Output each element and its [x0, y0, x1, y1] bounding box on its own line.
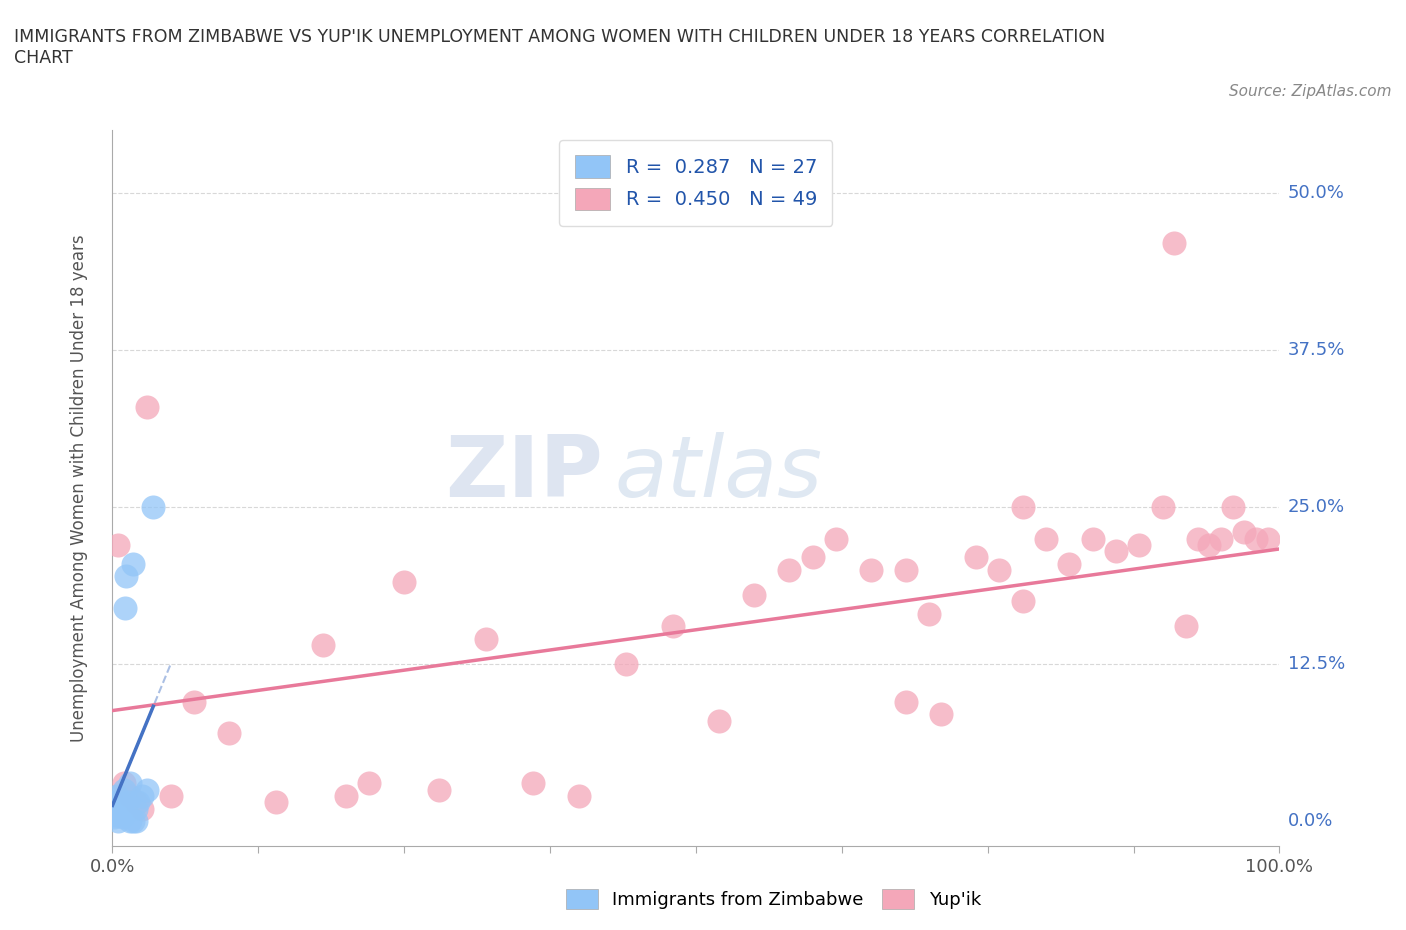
Point — [568, 789, 591, 804]
Text: ZIP: ZIP — [444, 432, 603, 515]
Point — [125, 814, 148, 829]
Point — [114, 600, 136, 615]
Point — [1244, 531, 1267, 546]
Text: 37.5%: 37.5% — [1288, 341, 1346, 359]
Point — [118, 776, 141, 790]
Point — [111, 799, 134, 814]
Text: 50.0%: 50.0% — [1288, 184, 1344, 202]
Point — [929, 707, 952, 722]
Point — [661, 619, 683, 634]
Point — [131, 789, 153, 804]
Point — [160, 789, 183, 804]
Point — [709, 713, 731, 728]
Point — [1128, 538, 1150, 552]
Point — [1081, 531, 1104, 546]
Point — [1233, 525, 1256, 539]
Y-axis label: Unemployment Among Women with Children Under 18 years: Unemployment Among Women with Children U… — [70, 234, 89, 742]
Point — [1187, 531, 1209, 546]
Text: 0.0%: 0.0% — [1288, 812, 1333, 830]
Point — [105, 789, 128, 804]
Point — [522, 776, 544, 790]
Point — [131, 801, 153, 816]
Point — [359, 776, 381, 790]
Point — [778, 563, 800, 578]
Point — [988, 563, 1011, 578]
Point — [1163, 236, 1185, 251]
Point — [105, 807, 128, 822]
Text: Source: ZipAtlas.com: Source: ZipAtlas.com — [1229, 84, 1392, 99]
Point — [614, 657, 637, 671]
Point — [218, 725, 240, 740]
Point — [1035, 531, 1057, 546]
Point — [825, 531, 848, 546]
Point — [104, 801, 127, 816]
Point — [1175, 619, 1198, 634]
Point — [1059, 556, 1081, 571]
Point — [127, 795, 149, 810]
Point — [107, 801, 129, 816]
Point — [918, 606, 941, 621]
Point — [111, 810, 134, 825]
Point — [142, 499, 165, 514]
Point — [860, 563, 883, 578]
Point — [125, 801, 148, 816]
Point — [475, 631, 498, 646]
Point — [118, 814, 141, 829]
Point — [122, 556, 145, 571]
Point — [1222, 499, 1244, 514]
Point — [311, 638, 333, 653]
Point — [110, 804, 132, 818]
Point — [264, 795, 287, 810]
Point — [125, 795, 148, 810]
Point — [1257, 531, 1279, 546]
Point — [1152, 499, 1174, 514]
Point — [103, 807, 125, 822]
Text: IMMIGRANTS FROM ZIMBABWE VS YUP'IK UNEMPLOYMENT AMONG WOMEN WITH CHILDREN UNDER : IMMIGRANTS FROM ZIMBABWE VS YUP'IK UNEMP… — [14, 28, 1105, 67]
Point — [427, 782, 450, 797]
Point — [104, 804, 127, 818]
Point — [104, 795, 127, 810]
Point — [744, 588, 766, 603]
Point — [183, 695, 205, 710]
Point — [115, 569, 138, 584]
Point — [1105, 544, 1128, 559]
Point — [122, 814, 145, 829]
Point — [394, 575, 416, 590]
Point — [107, 814, 129, 829]
Text: atlas: atlas — [614, 432, 823, 515]
Point — [335, 789, 357, 804]
Point — [894, 695, 917, 710]
Point — [136, 782, 159, 797]
Point — [117, 795, 139, 810]
Point — [112, 776, 135, 790]
Legend: Immigrants from Zimbabwe, Yup'ik: Immigrants from Zimbabwe, Yup'ik — [558, 882, 988, 916]
Point — [112, 782, 135, 797]
Point — [1011, 499, 1033, 514]
Point — [136, 399, 159, 414]
Point — [103, 810, 125, 825]
Text: 12.5%: 12.5% — [1288, 655, 1346, 673]
Point — [801, 550, 824, 565]
Point — [1198, 538, 1220, 552]
Point — [108, 807, 131, 822]
Point — [1011, 594, 1033, 609]
Point — [1211, 531, 1233, 546]
Text: 25.0%: 25.0% — [1288, 498, 1346, 516]
Point — [107, 538, 129, 552]
Point — [894, 563, 917, 578]
Point — [965, 550, 987, 565]
Legend: R =  0.287   N = 27, R =  0.450   N = 49: R = 0.287 N = 27, R = 0.450 N = 49 — [560, 140, 832, 226]
Point — [118, 789, 141, 804]
